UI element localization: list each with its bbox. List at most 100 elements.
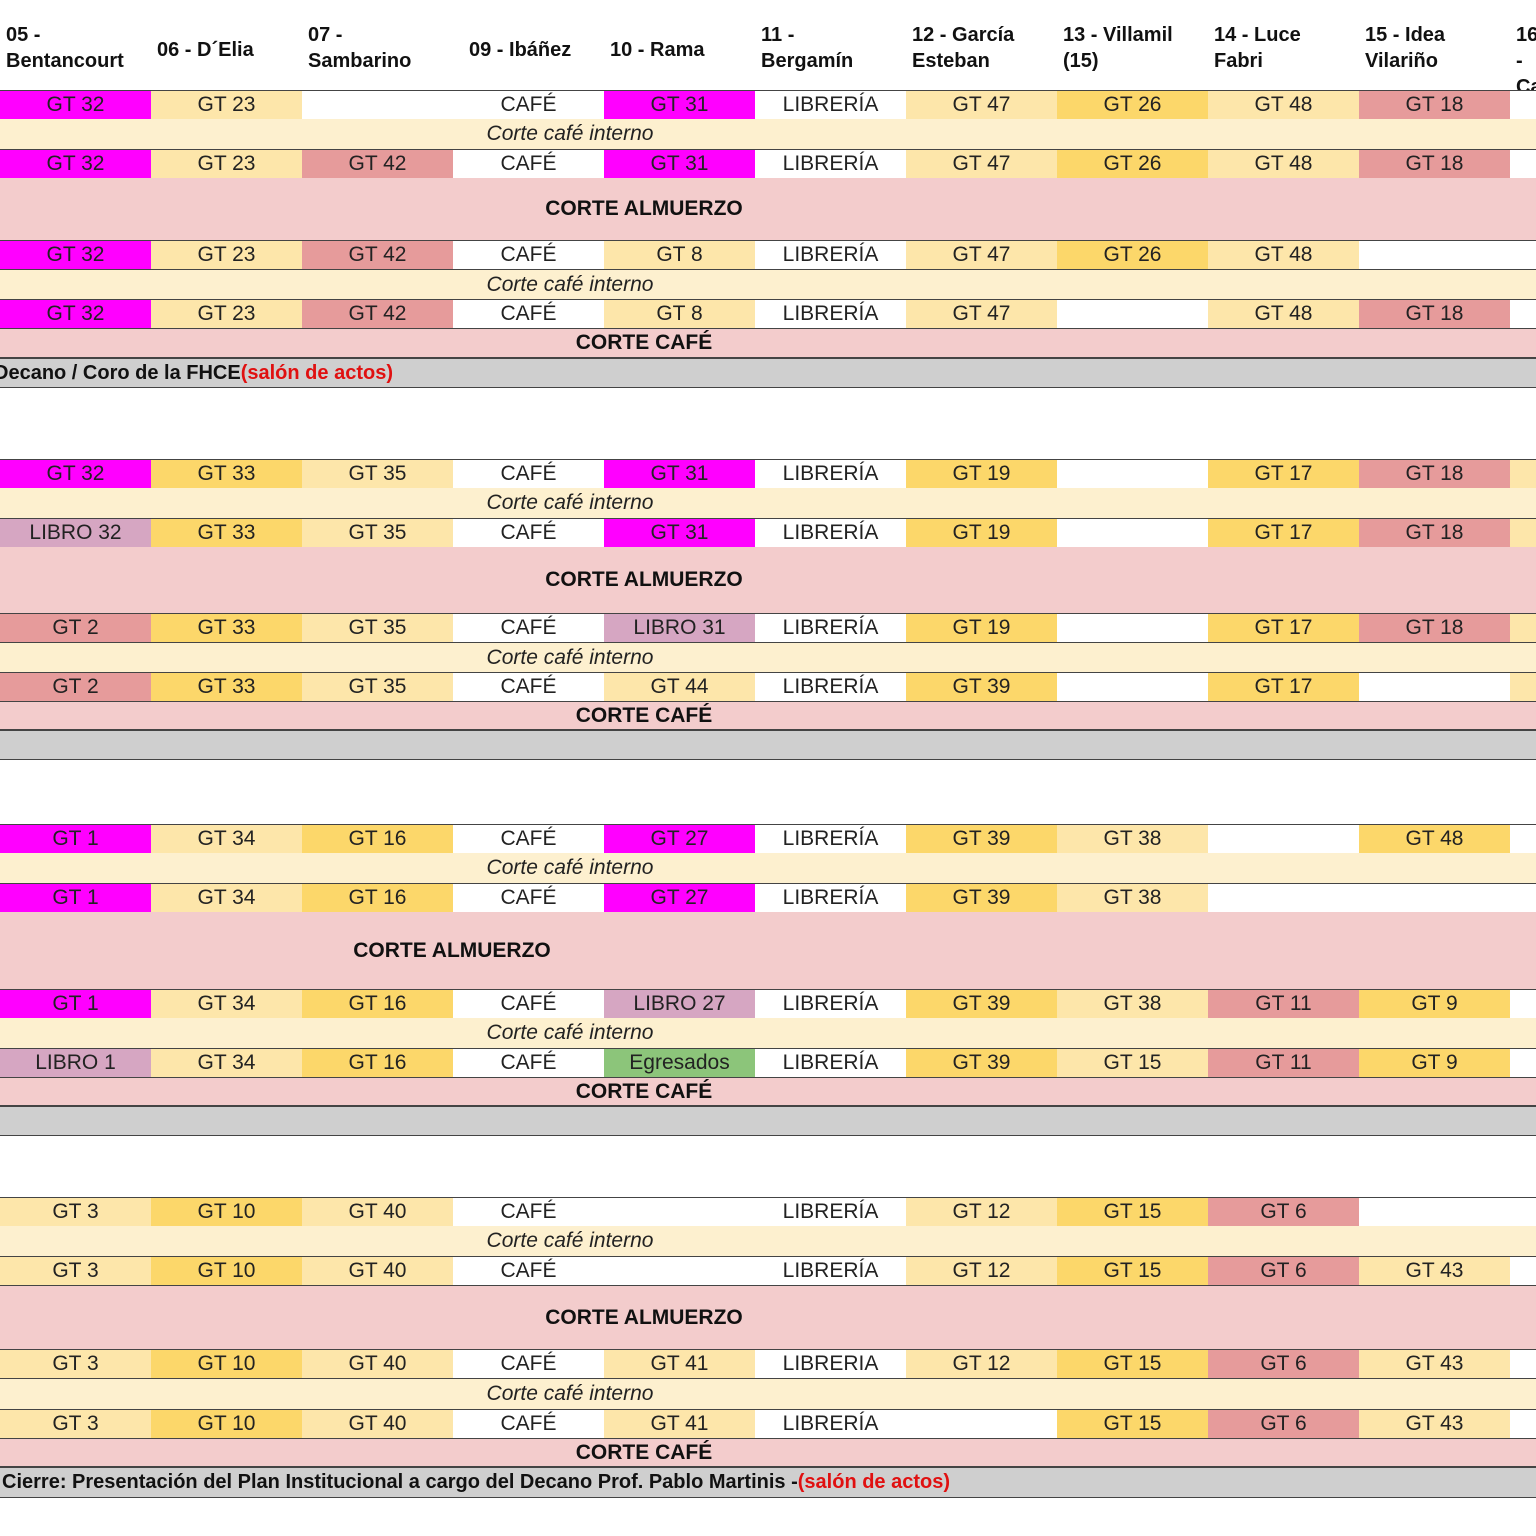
schedule-cell: GT 38 [1057,884,1208,912]
schedule-cell: GT 18 [1359,460,1510,488]
schedule-cell: CAFÉ [453,519,604,547]
schedule-cell: CAFÉ [453,990,604,1018]
schedule-cell: GT 31 [604,460,755,488]
schedule-cell: GT 12 [906,1257,1057,1285]
schedule-cell: GT 18 [1359,150,1510,178]
schedule-cell: GT 31 [604,519,755,547]
schedule-cell: CAFÉ [453,1410,604,1438]
schedule-cell: LIBRERÍA [755,825,906,853]
schedule-cell: GT 27 [604,884,755,912]
schedule-cell: GT 26 [1057,91,1208,119]
schedule-cell: CAFÉ [453,241,604,269]
lunch-break-band: CORTE ALMUERZO [0,178,1536,240]
schedule-cell: GT 34 [151,884,302,912]
break-label: Corte café interno [486,122,654,145]
schedule-cell: LIBRERIA [755,1350,906,1378]
col-header-rama: 10 - Rama [610,39,705,61]
internal-coffee-break-band: Corte café interno [0,643,1536,672]
schedule-cell: GT 23 [151,150,302,178]
schedule-cell: LIBRERÍA [755,1198,906,1226]
schedule-cell: GT 32 [0,91,151,119]
schedule-cell: GT 32 [0,460,151,488]
schedule-cell: CAFÉ [453,825,604,853]
break-label: CORTE ALMUERZO [545,1305,743,1329]
schedule-cell: GT 23 [151,300,302,328]
schedule-cell: GT 31 [604,91,755,119]
schedule-cell: GT 40 [302,1350,453,1378]
schedule-cell [1057,614,1208,642]
schedule-cell: LIBRERÍA [755,1410,906,1438]
schedule-cell: GT 32 [0,150,151,178]
schedule-cell: LIBRERÍA [755,91,906,119]
schedule-cell: CAFÉ [453,150,604,178]
col-header-16: 16 - Ca [1516,24,1536,98]
schedule-cell: LIBRERÍA [755,241,906,269]
schedule-cell: GT 26 [1057,241,1208,269]
schedule-cell: GT 19 [906,460,1057,488]
schedule-cell: LIBRERÍA [755,884,906,912]
schedule-cell [1510,825,1536,853]
schedule-row: GT 32 GT 23 CAFÉ GT 31 LIBRERÍA GT 47 GT 26 GT … [0,90,1536,120]
schedule-cell: CAFÉ [453,1350,604,1378]
schedule-cell: GT 31 [604,150,755,178]
schedule-cell: GT 11 [1208,1049,1359,1077]
break-label: Corte café interno [486,491,654,514]
schedule-row: GT 3 GT 10 GT 40 CAFÉ LIBRERÍA GT 12 GT 15 GT 6 [0,1197,1536,1227]
schedule-cell: GT 10 [151,1198,302,1226]
schedule-cell: Egresados [604,1049,755,1077]
break-label: CORTE CAFÉ [575,1440,713,1464]
schedule-cell: GT 48 [1208,150,1359,178]
break-label: Corte café interno [486,272,654,296]
schedule-cell: LIBRERÍA [755,673,906,701]
internal-coffee-break-band: Corte café interno [0,488,1536,518]
break-label: Corte café interno [486,1021,654,1044]
schedule-cell: GT 27 [604,825,755,853]
schedule-cell: GT 39 [906,990,1057,1018]
schedule-row: GT 3 GT 10 GT 40 CAFÉ LIBRERÍA GT 12 GT 15 GT 6… [0,1256,1536,1286]
schedule-cell [1510,1350,1536,1378]
schedule-cell: LIBRERÍA [755,150,906,178]
schedule-row: GT 1 GT 34 GT 16 CAFÉ GT 27 LIBRERÍA GT 39 GT 3… [0,824,1536,854]
schedule-cell: GT 19 [906,519,1057,547]
col-header-villamil: 13 - Villamil (15) [1063,24,1173,72]
schedule-cell: GT 33 [151,673,302,701]
schedule-cell [1510,614,1536,642]
schedule-cell: GT 40 [302,1410,453,1438]
schedule-cell [906,1410,1057,1438]
schedule-cell: GT 44 [604,673,755,701]
footer-band-4-text: Cierre: Presentación del Plan Institucio… [2,1471,798,1493]
schedule-cell [1510,884,1536,912]
schedule-cell [1510,1257,1536,1285]
schedule-cell: GT 43 [1359,1257,1510,1285]
schedule-cell [1057,460,1208,488]
schedule-cell [302,91,453,119]
schedule-row: GT 32 GT 33 GT 35 CAFÉ GT 31 LIBRERÍA GT 19 GT … [0,459,1536,489]
col-header-bentancourt: 05 - Bentancourt [6,24,124,72]
schedule-cell: GT 8 [604,300,755,328]
break-label: Corte café interno [486,1382,654,1405]
schedule-cell: GT 17 [1208,673,1359,701]
lunch-break-band: CORTE ALMUERZO [0,547,1536,613]
schedule-cell: GT 41 [604,1350,755,1378]
schedule-cell: LIBRERÍA [755,1257,906,1285]
schedule-cell: GT 1 [0,884,151,912]
schedule-cell: CAFÉ [453,1049,604,1077]
schedule-cell: GT 35 [302,673,453,701]
schedule-cell: GT 48 [1359,825,1510,853]
footer-band-1: Decano / Coro de la FHCE (salón de actos… [0,358,1536,388]
schedule-cell: GT 16 [302,990,453,1018]
schedule-cell: GT 10 [151,1350,302,1378]
schedule-cell: GT 9 [1359,990,1510,1018]
schedule-cell: CAFÉ [453,300,604,328]
schedule-cell: GT 42 [302,150,453,178]
schedule-cell [1510,241,1536,269]
schedule-cell: GT 18 [1359,614,1510,642]
schedule-cell: GT 15 [1057,1410,1208,1438]
schedule-cell: CAFÉ [453,1198,604,1226]
schedule-cell: GT 23 [151,91,302,119]
schedule-cell: LIBRERÍA [755,614,906,642]
schedule-row: GT 3 GT 10 GT 40 CAFÉ GT 41 LIBRERÍA GT 15 GT 6… [0,1409,1536,1439]
schedule-cell: GT 3 [0,1198,151,1226]
schedule-cell: GT 15 [1057,1049,1208,1077]
schedule-cell: LIBRERÍA [755,519,906,547]
